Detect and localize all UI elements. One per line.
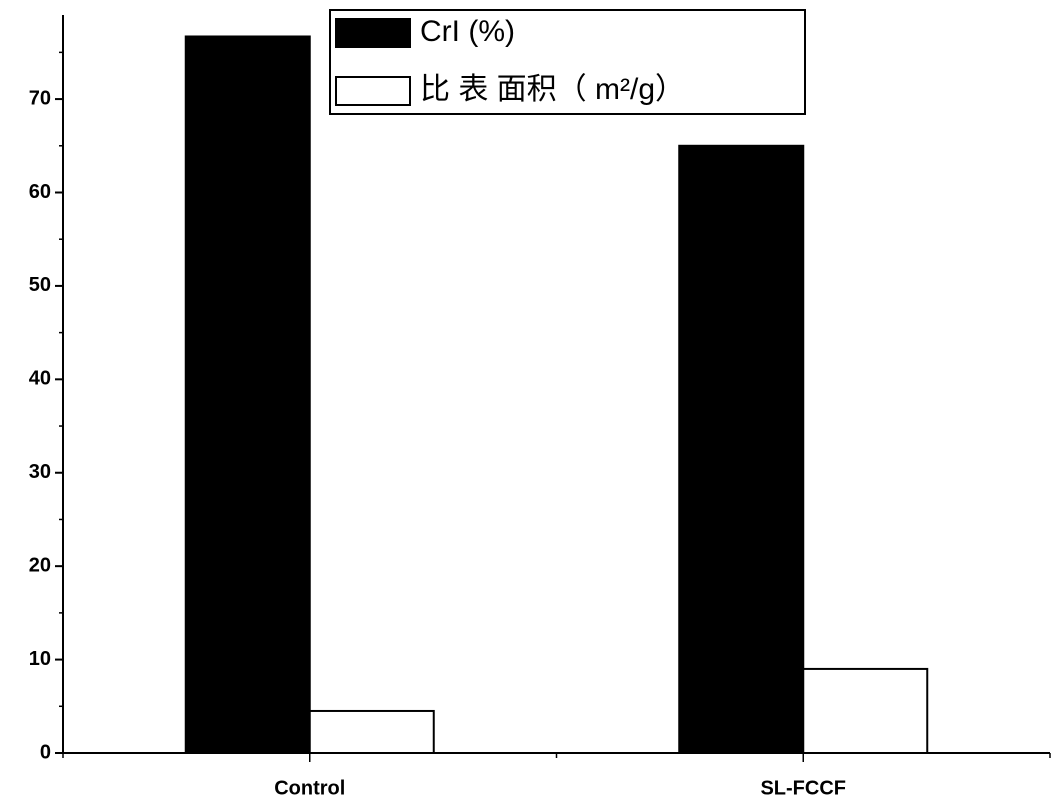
bar xyxy=(308,709,435,755)
legend-label: CrI (%) xyxy=(420,15,515,48)
bar xyxy=(184,35,311,754)
legend-swatch xyxy=(335,76,411,106)
x-tick-label: Control xyxy=(274,777,345,799)
y-tick-label: 10 xyxy=(29,648,51,670)
legend-label: 比 表 面积（ m²/g） xyxy=(420,73,685,106)
legend-swatch xyxy=(335,18,411,48)
bar xyxy=(678,144,805,755)
y-tick-label: 0 xyxy=(40,741,51,763)
y-tick-label: 30 xyxy=(29,461,51,483)
y-tick-label: 70 xyxy=(29,87,51,109)
bar xyxy=(802,667,929,755)
y-tick-label: 20 xyxy=(29,554,51,576)
y-tick-label: 50 xyxy=(29,274,51,296)
y-tick-label: 60 xyxy=(29,181,51,203)
y-tick-label: 40 xyxy=(29,368,51,390)
x-tick-label: SL-FCCF xyxy=(760,777,846,799)
